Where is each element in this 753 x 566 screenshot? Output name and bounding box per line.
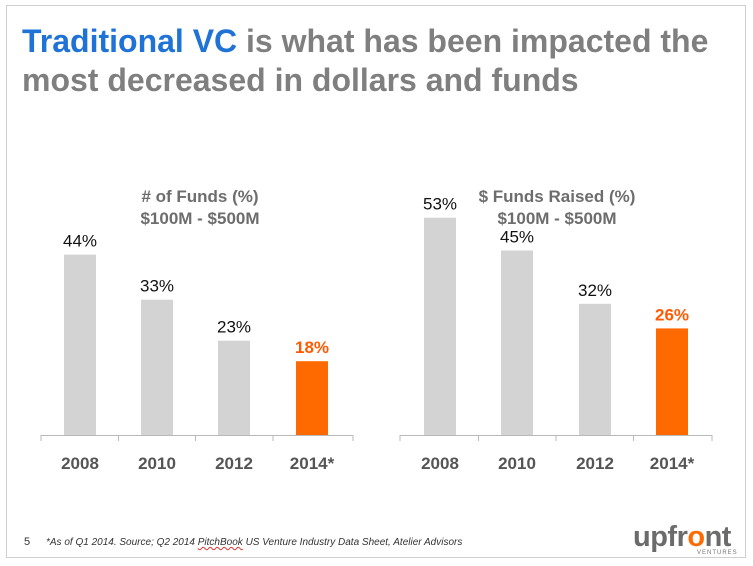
chart-1-title: # of Funds (%): [141, 187, 259, 206]
chart-1-data-label: 23%: [217, 318, 251, 337]
chart-2-bar-2010: [501, 250, 533, 435]
chart-1-category-label: 2010: [138, 454, 176, 473]
chart-1-title-block: # of Funds (%) $100M - $500M: [80, 186, 320, 230]
footnote-pre: *As of Q1 2014. Source; Q2 2014: [46, 537, 198, 548]
logo-text-o: o: [687, 521, 705, 553]
chart-1-category-label: 2014*: [290, 454, 335, 473]
chart-2-subtitle: $100M - $500M: [497, 209, 617, 228]
chart-1-category-label: 2008: [61, 454, 99, 473]
logo-wordmark: upfront: [633, 522, 731, 552]
chart-2-data-label: 32%: [578, 281, 612, 300]
chart-1-data-label: 18%: [295, 338, 329, 357]
slide-frame: [6, 5, 746, 558]
chart-2-category-label: 2010: [498, 454, 536, 473]
logo-subtitle: VENTURES: [697, 550, 738, 556]
chart-1-bar-2012: [218, 340, 250, 435]
chart-2-category-label: 2012: [576, 454, 614, 473]
slide-title-accent: Traditional VC: [22, 23, 238, 59]
chart-1-subtitle: $100M - $500M: [140, 209, 260, 228]
slide-title-rest: is what has been impacted the most decre…: [22, 23, 709, 98]
footnote: *As of Q1 2014. Source; Q2 2014 PitchBoo…: [46, 537, 462, 548]
chart-2-category-label: 2014*: [650, 454, 695, 473]
chart-1-data-label: 33%: [140, 277, 174, 296]
chart-2-data-label: 45%: [500, 228, 534, 247]
slide-title: Traditional VC is what has been impacted…: [22, 22, 742, 100]
chart-2-bar-2008: [424, 217, 456, 435]
chart-2-title-block: $ Funds Raised (%) $100M - $500M: [437, 186, 677, 230]
chart-2-bar-2012: [579, 303, 611, 435]
chart-1-category-label: 2012: [215, 454, 253, 473]
chart-1-bar-2010: [141, 299, 173, 435]
chart-1-bar-2008: [64, 254, 96, 435]
chart-1-bar-2014: [296, 361, 328, 435]
logo-text-start: upfr: [633, 521, 688, 553]
chart-2-data-label: 26%: [655, 305, 689, 324]
page-number: 5: [24, 536, 31, 548]
chart-1-data-label: 44%: [63, 232, 97, 251]
chart-2-data-label: 53%: [423, 195, 457, 214]
chart-2-title: $ Funds Raised (%): [478, 187, 636, 206]
logo-text-end: nt: [704, 521, 732, 553]
upfront-logo: upfront VENTURES: [633, 522, 743, 558]
chart-2-category-label: 2008: [421, 454, 459, 473]
chart-2-bar-2014: [656, 328, 688, 435]
footnote-source: PitchBook: [197, 537, 243, 548]
footnote-post: US Venture Industry Data Sheet, Atelier …: [242, 537, 463, 548]
